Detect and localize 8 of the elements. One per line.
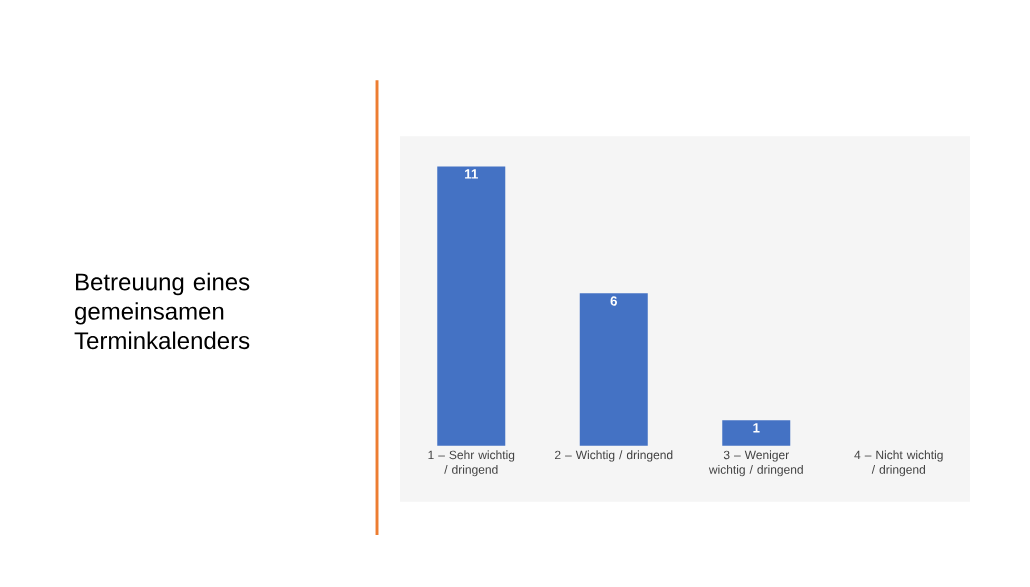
x-tick-label: 4 – Nicht wichtig / dringend [854,450,943,477]
x-tick-label: 3 – Weniger wichtig / dringend [708,450,803,477]
data-label: 6 [610,296,617,306]
data-label: 11 [465,169,478,179]
x-tick-label: 1 – Sehr wichtig / dringend [428,450,515,477]
x-tick-label: 2 – Wichtig / dringend [555,450,673,462]
data-label: 1 [753,423,760,433]
text: Betreuung eines gemeinsamen Terminkalenders [74,272,250,350]
